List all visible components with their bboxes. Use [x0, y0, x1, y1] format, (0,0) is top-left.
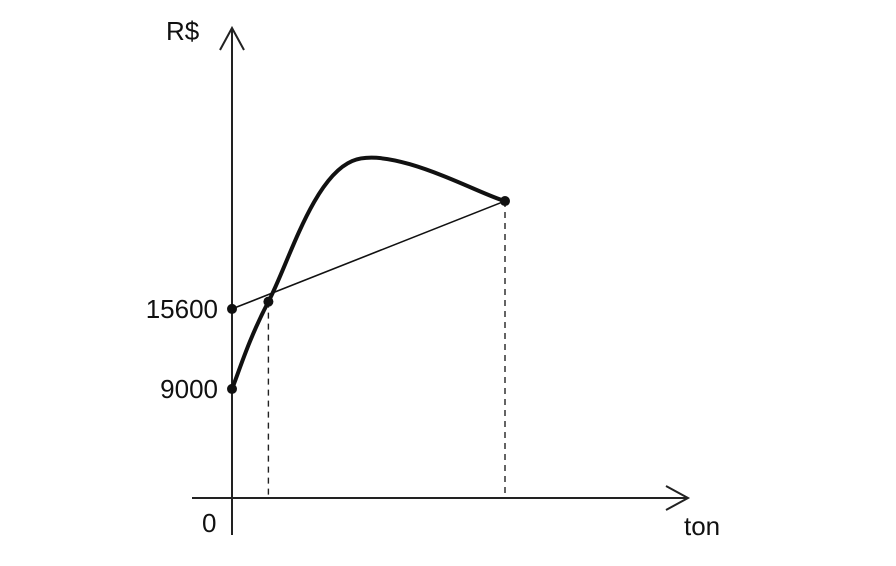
- data-point-2: [227, 303, 237, 314]
- labels-layer: R$ ton 0 15600 9000: [146, 16, 720, 541]
- series-curve: [230, 155, 507, 391]
- guide-lines: [267, 201, 506, 498]
- x-axis-arrowhead: [665, 485, 691, 511]
- y-axis-arrowhead: [219, 25, 245, 51]
- y-tick-label-1: 15600: [146, 294, 218, 324]
- y-axis-label: R$: [166, 16, 200, 46]
- axes: [192, 25, 691, 535]
- points-layer: [227, 196, 510, 394]
- data-point-1: [227, 383, 237, 394]
- origin-label: 0: [202, 508, 216, 538]
- data-point-4: [500, 196, 510, 207]
- series-layer: [230, 155, 507, 391]
- series-line: [231, 200, 506, 310]
- x-axis-label: ton: [684, 511, 720, 541]
- data-point-3: [263, 296, 274, 307]
- y-tick-label-2: 9000: [160, 374, 218, 404]
